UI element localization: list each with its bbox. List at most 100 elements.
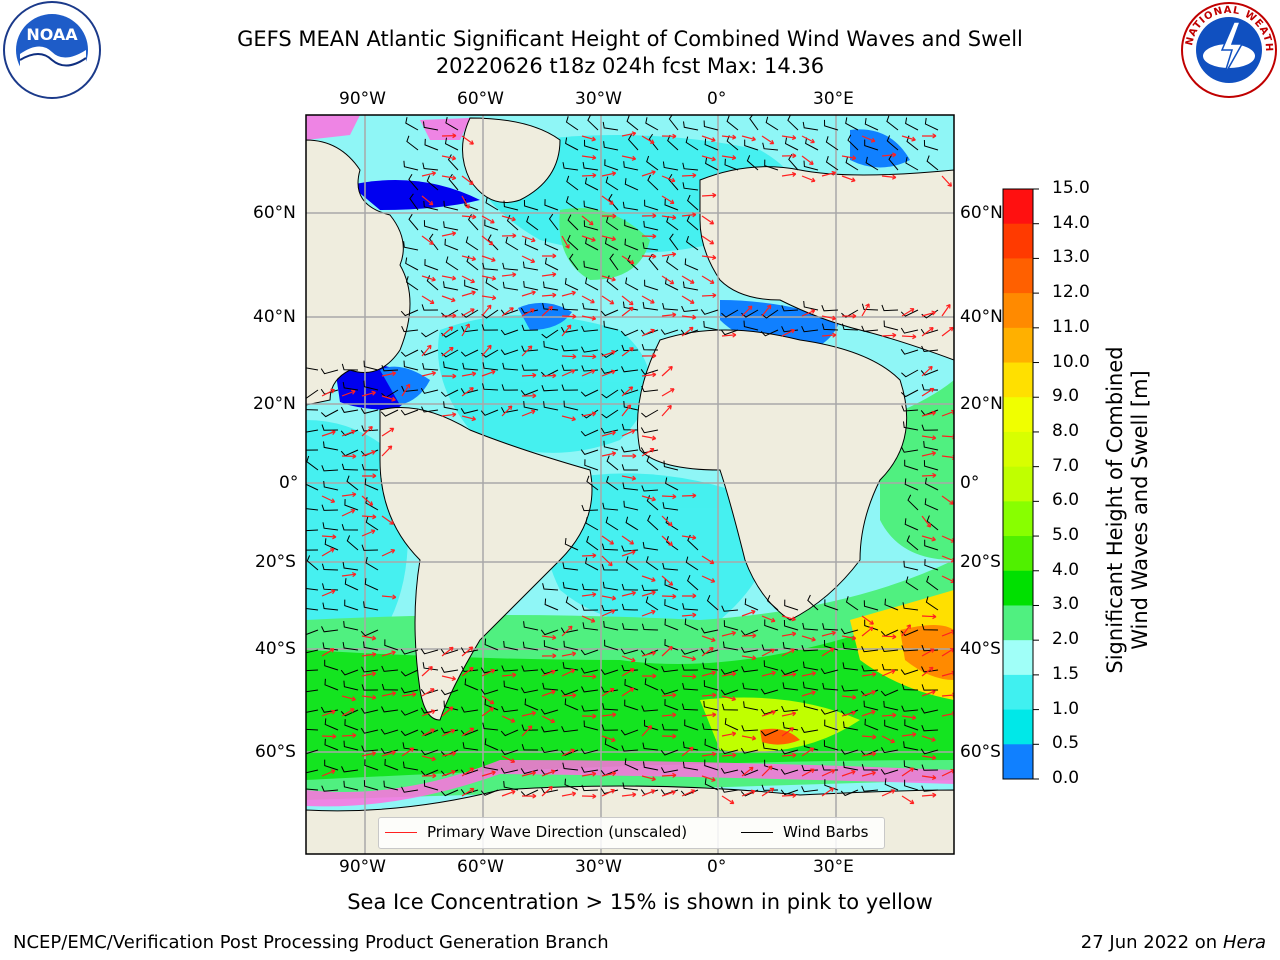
wind-barb: [502, 262, 519, 271]
wind-barb: [401, 786, 419, 793]
wind-barb: [840, 628, 859, 635]
wind-barb: [684, 618, 699, 631]
wave-arrow: [401, 383, 411, 397]
wind-barb: [346, 475, 359, 491]
wind-barb: [484, 219, 499, 231]
europe-asia: [699, 166, 954, 361]
wind-barb: [926, 575, 939, 591]
wind-barb: [482, 362, 499, 371]
wave-arrow: [861, 751, 877, 757]
wind-barb: [726, 115, 739, 131]
wind-barb: [522, 261, 539, 271]
wave-arrow: [601, 350, 616, 357]
wind-barb: [502, 362, 519, 371]
wave-arrow: [601, 369, 616, 377]
wind-barb: [384, 758, 399, 771]
wave-arrow: [741, 305, 753, 317]
wind-barb: [803, 160, 819, 171]
lat-tick-left: 0°: [279, 473, 299, 493]
lat-tick-right: 40°S: [960, 639, 1001, 659]
wind-barb: [423, 220, 439, 231]
wave-arrow: [441, 412, 457, 418]
wind-barb: [582, 162, 599, 171]
wave-arrow: [481, 770, 496, 777]
wave-arrow: [381, 515, 394, 525]
wind-barb: [564, 698, 579, 711]
wave-arrow: [381, 371, 397, 377]
wave-arrow: [841, 175, 856, 183]
wave-arrow: [321, 709, 336, 717]
wind-barb: [663, 460, 679, 471]
wave-arrow: [741, 135, 756, 142]
wave-arrow: [761, 648, 775, 657]
wind-barb: [900, 349, 919, 355]
wind-barb: [341, 766, 359, 773]
wind-barb: [680, 649, 699, 655]
wave-arrow: [821, 630, 836, 637]
wind-barb: [640, 447, 659, 454]
wave-arrow: [381, 594, 397, 600]
wind-barb: [441, 329, 459, 338]
wave-arrow: [801, 135, 815, 144]
map-legend: Primary Wave Direction (unscaled) Wind B…: [378, 817, 885, 849]
wind-barb: [606, 476, 619, 491]
wind-barb: [823, 740, 839, 751]
wave-arrow: [841, 710, 856, 717]
wind-barb: [423, 200, 439, 211]
lat-tick-left: 40°N: [253, 307, 296, 327]
wind-barb: [622, 301, 639, 311]
wave-arrow: [421, 370, 437, 377]
wind-barb: [803, 700, 819, 711]
wave-arrow: [681, 612, 697, 618]
wind-barb: [542, 583, 559, 591]
wind-barb: [744, 139, 759, 151]
wind-barb: [541, 385, 559, 392]
wave-arrow: [501, 789, 516, 797]
wave-arrow: [541, 373, 557, 379]
wind-barb: [562, 581, 579, 591]
wind-barb: [443, 361, 459, 371]
wave-arrow: [641, 353, 657, 359]
wind-barb: [500, 407, 519, 414]
wave-arrow: [921, 614, 937, 620]
wave-arrow: [621, 550, 636, 557]
wind-barb: [401, 385, 419, 393]
wind-barb: [562, 762, 579, 771]
colorbar-tick-label: 4.0: [1052, 559, 1080, 580]
wave-arrow: [441, 231, 457, 237]
wind-barb: [861, 665, 879, 672]
wave-arrow: [781, 671, 797, 677]
wave-arrow: [321, 648, 335, 657]
wind-barb: [360, 408, 379, 414]
wave-arrow: [801, 155, 814, 165]
wave-arrow: [321, 534, 337, 540]
wave-arrow: [521, 308, 535, 317]
wind-barb: [660, 767, 679, 774]
wind-barb: [605, 216, 619, 231]
noaa-logo: NOAA: [3, 1, 101, 99]
wind-barb: [682, 741, 699, 751]
wave-arrow: [701, 751, 717, 757]
wind-barb: [625, 516, 639, 531]
wind-barb: [644, 678, 659, 691]
wind-barb: [408, 174, 419, 191]
wind-barb: [443, 281, 459, 291]
wave-arrow: [681, 673, 697, 680]
wind-barb: [641, 705, 659, 712]
wind-barb: [864, 619, 879, 631]
wind-barb: [645, 117, 659, 131]
wave-arrow: [701, 254, 717, 261]
wave-arrow: [781, 615, 796, 622]
wind-barb: [627, 134, 639, 151]
wind-barb: [582, 622, 599, 631]
wind-barb: [423, 780, 439, 791]
wind-barb: [743, 701, 759, 711]
wave-arrow: [521, 255, 536, 264]
wind-barb: [543, 640, 559, 651]
wave-arrow: [421, 171, 437, 177]
wind-barb: [706, 595, 719, 611]
wind-barb: [363, 601, 379, 611]
wave-arrow: [741, 609, 756, 617]
wind-barb: [567, 234, 579, 251]
wave-arrow: [501, 272, 517, 278]
